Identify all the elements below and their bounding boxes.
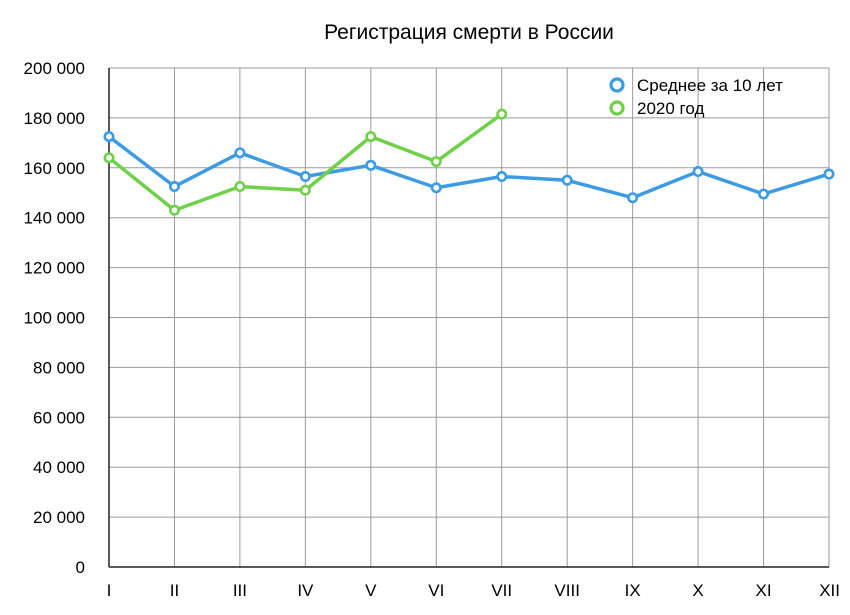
x-tick-label: VI — [428, 581, 444, 600]
y-tick-label: 40 000 — [33, 458, 85, 477]
y-tick-label: 140 000 — [24, 209, 85, 228]
data-point — [365, 159, 377, 171]
x-axis-tick-labels: I II III IV V VI VII VIII IX X XI XII — [107, 581, 840, 600]
data-point — [758, 188, 770, 200]
x-tick-label: X — [692, 581, 703, 600]
legend-marker-icon — [609, 100, 625, 116]
chart-title: Регистрация смерти в России — [324, 21, 614, 44]
data-point — [496, 108, 508, 120]
y-tick-label: 60 000 — [33, 408, 85, 427]
y-tick-label: 160 000 — [24, 159, 85, 178]
data-point — [234, 181, 246, 193]
y-tick-label: 120 000 — [24, 259, 85, 278]
x-tick-label: XI — [756, 581, 772, 600]
data-point — [168, 204, 180, 216]
gridlines — [109, 67, 830, 567]
data-point — [299, 171, 311, 183]
y-tick-label: 100 000 — [24, 309, 85, 328]
data-point — [823, 168, 835, 180]
data-point — [103, 131, 115, 143]
legend-label: 2020 год — [637, 99, 704, 118]
x-tick-label: II — [170, 581, 179, 600]
axes — [108, 68, 829, 568]
x-tick-label: VII — [491, 581, 512, 600]
series-1 — [103, 131, 835, 204]
x-tick-label: IX — [625, 581, 641, 600]
y-tick-label: 200 000 — [24, 59, 85, 78]
y-tick-label: 0 — [76, 558, 85, 577]
series-lines — [103, 108, 835, 216]
data-point — [430, 156, 442, 168]
x-tick-label: V — [365, 581, 377, 600]
y-axis-tick-labels: 0 20 000 40 000 60 000 80 000 100 000 120 000 1… — [24, 59, 85, 577]
y-tick-label: 80 000 — [33, 358, 85, 377]
data-point — [430, 182, 442, 194]
x-tick-label: XII — [819, 581, 840, 600]
legend-marker-icon — [609, 77, 625, 93]
legend-item: Среднее за 10 лет — [609, 76, 783, 95]
data-point — [168, 181, 180, 193]
data-point — [365, 131, 377, 143]
y-tick-label: 20 000 — [33, 508, 85, 527]
data-point — [692, 166, 704, 178]
legend-item: 2020 год — [609, 99, 704, 118]
data-point — [627, 192, 639, 204]
data-point — [103, 152, 115, 164]
legend-label: Среднее за 10 лет — [637, 76, 783, 95]
series-2 — [103, 108, 508, 216]
x-tick-label: VIII — [554, 581, 580, 600]
data-point — [234, 147, 246, 159]
x-tick-label: IV — [297, 581, 314, 600]
y-tick-label: 180 000 — [24, 109, 85, 128]
series-line — [107, 134, 831, 200]
data-point — [496, 171, 508, 183]
legend: Среднее за 10 лет 2020 год — [609, 76, 783, 118]
data-point — [561, 174, 573, 186]
data-point — [299, 184, 311, 196]
x-tick-label: III — [233, 581, 247, 600]
x-tick-label: I — [107, 581, 112, 600]
